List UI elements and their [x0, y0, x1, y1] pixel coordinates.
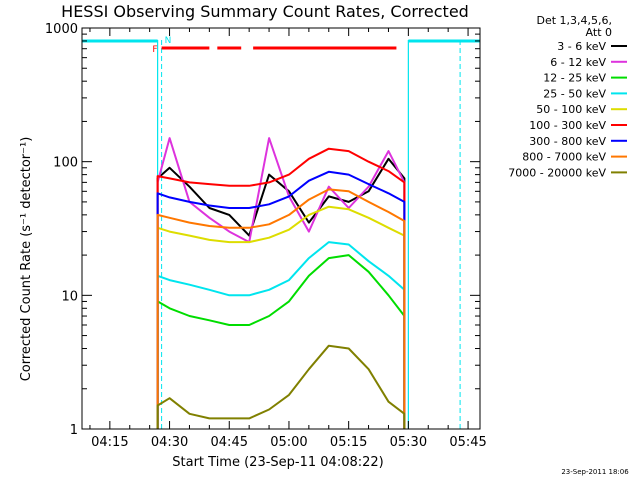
legend: Det 1,3,4,5,6,Att 03 - 6 keV 6 - 12 keV 12…: [508, 14, 627, 179]
series-line-2: [156, 254, 406, 429]
footer-timestamp: 23-Sep-2011 18:06: [561, 468, 629, 476]
x-axis-label: Start Time (23-Sep-11 04:08:22): [172, 455, 383, 470]
legend-label-3: 25 - 50 keV: [543, 87, 606, 100]
y-tick-label-3: 1000: [45, 22, 78, 37]
x-tick-label-5: 05:30: [390, 435, 427, 450]
series-line-5: [156, 147, 406, 429]
series-line-4: [156, 205, 406, 429]
legend-label-4: 50 - 100 keV: [536, 103, 606, 116]
flare-flag-label: F: [152, 45, 157, 55]
x-tick-label-4: 05:15: [330, 435, 367, 450]
legend-header-0: Det 1,3,4,5,6,: [536, 14, 612, 27]
series-line-0: [156, 157, 406, 429]
legend-label-6: 300 - 800 keV: [529, 135, 606, 148]
series-line-1: [156, 137, 406, 429]
x-tick-label-1: 04:30: [151, 435, 188, 450]
series-line-3: [156, 241, 406, 429]
legend-label-1: 6 - 12 keV: [550, 56, 606, 69]
legend-label-0: 3 - 6 keV: [557, 40, 606, 53]
legend-label-8: 7000 - 20000 keV: [508, 166, 606, 179]
legend-label-5: 100 - 300 keV: [529, 119, 606, 132]
series-line-6: [156, 170, 406, 429]
series-layer: [156, 137, 406, 429]
x-tick-label-6: 05:45: [449, 435, 486, 450]
legend-label-2: 12 - 25 keV: [543, 72, 606, 85]
x-tick-label-0: 04:15: [91, 435, 128, 450]
x-tick-label-3: 05:00: [270, 435, 307, 450]
x-tick-label-2: 04:45: [211, 435, 248, 450]
legend-label-7: 800 - 7000 keV: [522, 151, 606, 164]
annotation-layer: FN: [82, 36, 480, 429]
legend-header-1: Att 0: [586, 26, 612, 39]
y-tick-label-1: 10: [61, 289, 78, 304]
y-tick-label-0: 1: [70, 423, 78, 438]
night-flag-label: N: [165, 36, 172, 46]
y-axis-label: Corrected Count Rate (s⁻¹ detector⁻¹): [19, 137, 34, 382]
chart-title: HESSI Observing Summary Count Rates, Cor…: [61, 2, 469, 21]
series-line-7: [156, 188, 406, 429]
y-tick-label-2: 100: [53, 156, 78, 171]
series-line-8: [156, 344, 406, 429]
plot-frame: [81, 27, 481, 430]
axes-layer: 04:15 04:30 04:45 05:00 05:15 05:30 05:45 1 10 10…: [45, 22, 487, 450]
